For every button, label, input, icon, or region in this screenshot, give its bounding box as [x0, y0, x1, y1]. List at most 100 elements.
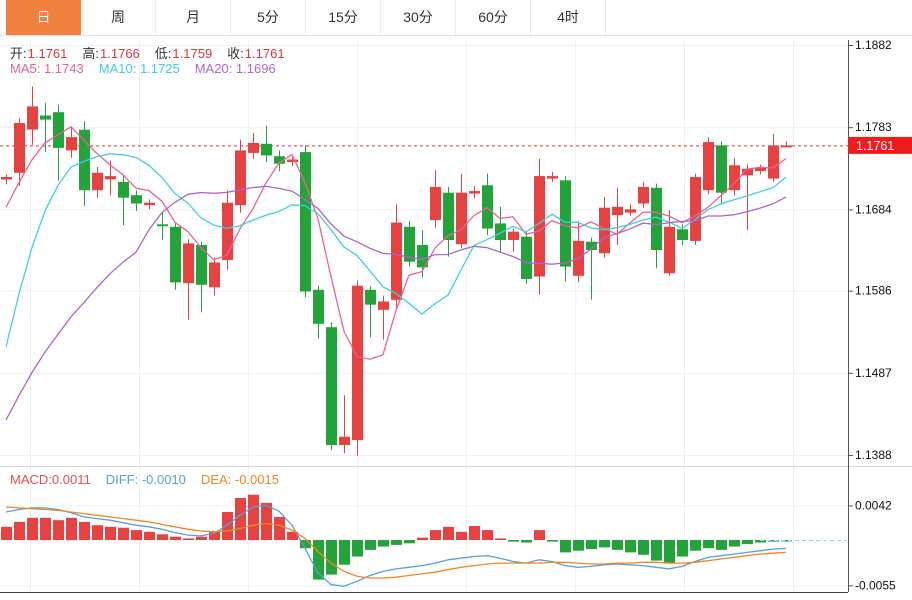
tab-15分[interactable]: 15分 — [306, 0, 381, 35]
ma5-line — [5, 125, 787, 360]
macd-bar — [365, 540, 376, 550]
macd-bar — [144, 531, 155, 540]
macd-bar — [482, 530, 493, 540]
candle-body — [235, 150, 246, 206]
macd-bar — [274, 516, 285, 540]
candle-body — [469, 191, 480, 194]
candle-body — [14, 123, 25, 173]
dea-value-legend: DEA: -0.0015 — [200, 472, 279, 487]
macd-bar — [443, 526, 454, 540]
candle-body — [677, 229, 688, 241]
macd-bar — [14, 521, 25, 540]
candle-body — [729, 165, 740, 191]
axis-tick-label: 1.1586 — [855, 284, 892, 298]
candle-body — [417, 245, 428, 268]
ma10-line — [5, 153, 787, 348]
axis-tick-label: 1.1684 — [855, 202, 892, 216]
axes-layer — [0, 40, 912, 593]
candle-body — [287, 159, 298, 162]
macd-bar — [469, 526, 480, 540]
macd-bar — [690, 540, 701, 551]
macd-bar — [313, 540, 324, 580]
ma-legend: MA5: 1.1743 MA10: 1.1725 MA20: 1.1696 — [10, 61, 276, 76]
macd-bar — [417, 537, 428, 541]
candle-body — [456, 192, 467, 245]
candle-body — [209, 262, 220, 288]
candle-body — [521, 236, 532, 279]
candle-body — [391, 222, 402, 300]
candle-body — [651, 187, 662, 250]
candle-body — [1, 177, 12, 180]
candle-body — [248, 142, 259, 153]
candle-body — [703, 142, 714, 191]
high-value: 1.1766 — [100, 46, 140, 61]
macd-bar — [27, 517, 38, 541]
ma20-legend: MA20: 1.1696 — [194, 61, 276, 76]
macd-bar — [430, 530, 441, 540]
candle-body — [326, 327, 337, 446]
candle-body — [508, 231, 519, 240]
tab-5分[interactable]: 5分 — [231, 0, 306, 35]
axis-tick-label: 1.1882 — [855, 38, 892, 52]
candle-body — [53, 112, 64, 148]
macd-bar — [248, 494, 259, 541]
close-label: 收: — [227, 46, 244, 61]
candle-body — [599, 207, 610, 254]
macd-bar — [53, 520, 64, 540]
candle-body — [534, 176, 545, 277]
macd-bar — [1, 526, 12, 540]
candle-body — [352, 285, 363, 441]
tab-4时[interactable]: 4时 — [531, 0, 606, 35]
macd-bar — [742, 540, 753, 545]
axis-tick-label: 1.1487 — [855, 366, 892, 380]
macd-bar — [547, 540, 558, 542]
macd-bar — [157, 534, 168, 541]
candle-body — [781, 145, 792, 148]
candle-body — [404, 226, 415, 262]
candle-body — [313, 289, 324, 324]
candlestick-chart-canvas[interactable]: 1.1882 1.1783 1.1684 1.1586 1.1487 1.1388 0.00… — [0, 36, 912, 600]
macd-lines-layer — [5, 504, 846, 587]
macd-bar — [638, 540, 649, 555]
macd-bar — [105, 526, 116, 540]
candle-body — [755, 167, 766, 172]
candle-body — [79, 129, 90, 191]
macd-bar — [456, 531, 467, 540]
candle-body — [300, 152, 311, 292]
candle-body — [66, 137, 77, 151]
ma20-line — [5, 185, 787, 421]
macd-histogram-layer — [1, 494, 792, 580]
candle-body — [664, 226, 675, 274]
candle-body — [638, 186, 649, 204]
candle-body — [157, 224, 168, 227]
macd-value-legend: MACD:0.0011 — [10, 472, 91, 487]
open-label: 开: — [10, 46, 27, 61]
candle-body — [222, 202, 233, 260]
tab-日[interactable]: 日 — [6, 0, 81, 35]
chart-area[interactable]: 1.1882 1.1783 1.1684 1.1586 1.1487 1.1388 0.00… — [0, 36, 912, 600]
ma-lines-layer — [5, 125, 787, 421]
macd-bar — [508, 540, 519, 542]
macd-bar — [79, 521, 90, 540]
current-price-tag-value: 1.1761 — [856, 139, 894, 153]
axis-tick-label: -0.0055 — [855, 578, 896, 592]
macd-bar — [183, 538, 194, 540]
tab-30分[interactable]: 30分 — [381, 0, 456, 35]
tab-60分[interactable]: 60分 — [456, 0, 531, 35]
macd-bar — [599, 540, 610, 548]
candlestick-layer — [1, 86, 792, 456]
diff-value-legend: DIFF: -0.0010 — [105, 472, 186, 487]
candle-body — [378, 301, 389, 310]
axis-tick-label: 0.0042 — [855, 498, 892, 512]
candle-body — [170, 226, 181, 283]
dea-line — [5, 506, 787, 579]
tab-月[interactable]: 月 — [156, 0, 231, 35]
ohlc-legend: 开:1.1761 高:1.1766 低:1.1759 收:1.1761 — [10, 43, 300, 62]
axis-tick-label: 1.1388 — [855, 448, 892, 462]
candle-body — [274, 156, 285, 164]
tab-周[interactable]: 周 — [81, 0, 156, 35]
macd-bar — [352, 540, 363, 557]
macd-bar — [170, 536, 181, 540]
candle-body — [183, 243, 194, 284]
timeframe-toolbar: 日周月 5分 15分 30分 60分 4时 — [0, 0, 912, 36]
